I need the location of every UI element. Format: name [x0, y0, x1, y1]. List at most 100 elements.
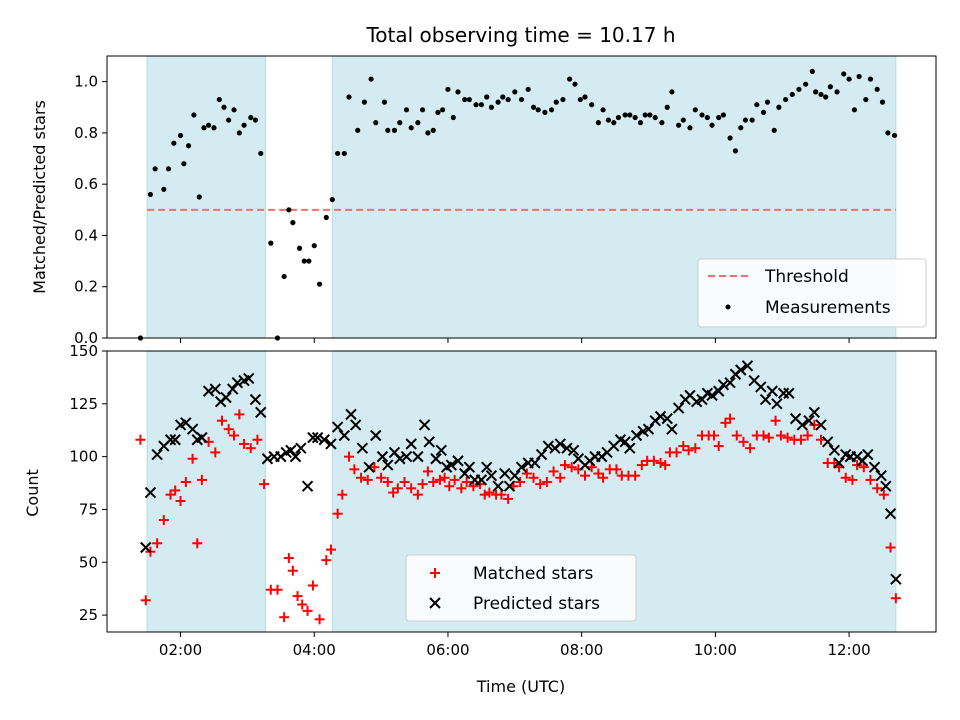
predicted-star-point: [243, 372, 255, 385]
measurement-point: [874, 86, 880, 92]
predicted-star-point: [619, 436, 631, 448]
matched-star-point: [292, 591, 303, 602]
measurement-point: [856, 73, 862, 80]
measurement-point: [727, 135, 733, 141]
predicted-star-point: [202, 385, 215, 397]
matched-star-point: [758, 430, 769, 441]
measurement-point: [841, 71, 847, 77]
matched-star-point: [535, 479, 546, 490]
matched-star-point: [559, 460, 570, 471]
measurement-point: [185, 143, 192, 149]
measurement-point: [316, 281, 323, 287]
measurement-point: [692, 107, 698, 113]
measurement-point: [248, 114, 254, 121]
predicted-star-point: [803, 415, 815, 427]
predicted-star-point: [349, 419, 362, 431]
measurement-point: [664, 104, 670, 110]
predicted-star-point: [833, 457, 845, 469]
matched-star-point: [683, 445, 694, 456]
measurement-point: [813, 89, 819, 95]
matched-star-point: [412, 489, 423, 500]
matched-star-point: [369, 462, 380, 473]
measurement-point: [851, 107, 858, 113]
predicted-star-point: [325, 438, 337, 450]
measurement-point: [171, 140, 177, 146]
measurement-point: [846, 76, 852, 82]
count-x-tick-label: 08:00: [560, 641, 603, 659]
matched-star-point: [775, 430, 786, 441]
measurement-point: [385, 127, 391, 133]
measurement-point: [764, 99, 771, 105]
predicted-star-point: [884, 507, 897, 520]
predicted-star-point: [672, 402, 685, 414]
predicted-star-point: [717, 379, 730, 391]
predicted-star-point: [289, 450, 302, 463]
matched-star-point: [555, 472, 566, 483]
measurement-point: [165, 166, 172, 172]
ratio-axes-frame: [106, 55, 937, 339]
predicted-star-point: [382, 459, 394, 471]
measurement-point: [258, 150, 264, 157]
predicted-star-point: [331, 421, 344, 433]
matched-star-point: [297, 599, 308, 610]
matched-star-point: [738, 436, 749, 447]
measurement-point: [231, 107, 237, 113]
measurement-point: [732, 148, 739, 154]
measurement-point: [676, 122, 682, 128]
legend-matched-label: Matched stars: [473, 564, 593, 584]
measurement-point: [771, 127, 777, 133]
measurement-point: [652, 114, 658, 121]
predicted-star-point: [492, 480, 504, 492]
matched-star-point: [763, 432, 774, 443]
measurement-point: [505, 96, 511, 103]
predicted-star-point: [405, 438, 417, 450]
predicted-star-point: [766, 385, 778, 397]
measurement-point: [720, 112, 727, 118]
count-x-tick-label: 06:00: [426, 641, 469, 659]
predicted-star-point: [363, 461, 375, 473]
matched-star-point: [392, 483, 403, 494]
measurement-point: [560, 96, 566, 103]
predicted-star-point: [509, 469, 521, 482]
measurement-point: [669, 89, 675, 95]
measurement-point: [789, 91, 795, 98]
matched-star-point: [484, 487, 495, 498]
matched-star-point: [515, 476, 526, 487]
predicted-star-point: [808, 406, 821, 418]
measurement-point: [488, 104, 495, 110]
matched-star-point: [158, 515, 169, 526]
matched-star-point: [175, 496, 186, 507]
predicted-star-point: [875, 469, 887, 482]
predicted-star-point: [630, 429, 643, 442]
predicted-star-point: [255, 406, 267, 418]
predicted-star-point: [151, 448, 163, 461]
predicted-star-point: [249, 393, 262, 406]
count-observing-window: [146, 350, 266, 633]
matched-star-point: [279, 612, 290, 623]
matched-star-point: [770, 415, 781, 426]
matched-star-point: [648, 455, 659, 466]
measurement-point: [891, 132, 898, 139]
measurement-point: [637, 120, 644, 126]
measurement-point: [147, 191, 154, 198]
measurement-point: [582, 94, 588, 100]
measurement-point: [281, 273, 287, 280]
measurement-point: [535, 107, 541, 113]
measurement-point: [311, 243, 317, 249]
measurement-point: [397, 120, 403, 126]
predicted-star-point: [661, 412, 673, 425]
measurement-point: [553, 99, 559, 105]
matched-star-point: [636, 460, 647, 471]
count-y-axis-label: Count: [23, 469, 42, 517]
measurement-point: [782, 96, 789, 103]
measurement-point: [466, 96, 472, 103]
measurement-point: [680, 117, 686, 123]
chart-title: Total observing time = 10.17 h: [365, 23, 675, 47]
predicted-star-point: [713, 385, 725, 397]
predicted-star-point: [345, 408, 357, 421]
matched-star-point: [444, 481, 455, 492]
matched-star-point: [745, 443, 756, 454]
predicted-star-point: [503, 480, 516, 492]
legend-threshold-label: Threshold: [764, 267, 849, 287]
